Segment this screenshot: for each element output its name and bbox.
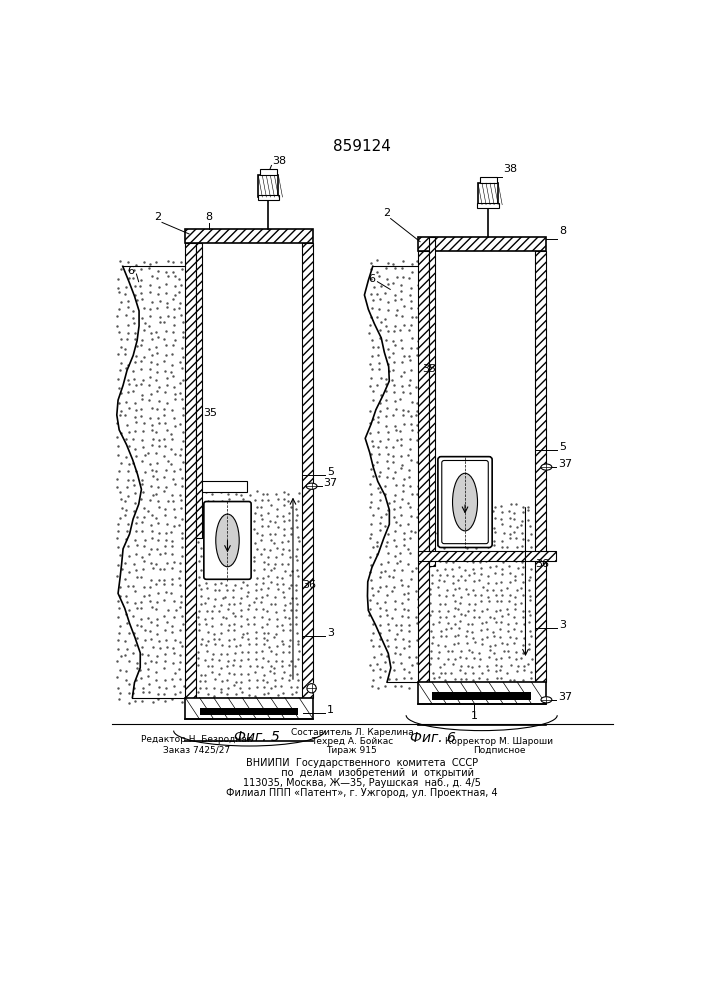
Text: 38: 38 xyxy=(272,156,286,166)
Text: Подписное: Подписное xyxy=(473,746,525,755)
Bar xyxy=(257,195,279,200)
Bar xyxy=(418,551,556,561)
Text: Редактор Н. Безродная: Редактор Н. Безродная xyxy=(141,735,252,744)
Text: по  делам  изобретений  и  открытий: по делам изобретений и открытий xyxy=(250,768,474,778)
FancyBboxPatch shape xyxy=(204,502,251,579)
Text: Тираж 915: Тираж 915 xyxy=(327,746,378,755)
Text: 37: 37 xyxy=(323,478,337,488)
Bar xyxy=(185,698,313,719)
Text: 1: 1 xyxy=(327,705,334,715)
Text: 2: 2 xyxy=(383,208,390,218)
Text: 6: 6 xyxy=(127,266,134,276)
Bar xyxy=(428,237,435,566)
Bar xyxy=(418,682,546,704)
Bar xyxy=(433,692,531,700)
Text: 859124: 859124 xyxy=(333,139,391,154)
Bar xyxy=(303,243,313,698)
Text: Корректор М. Шароши: Корректор М. Шароши xyxy=(445,737,553,746)
Bar xyxy=(200,708,298,715)
Text: 3: 3 xyxy=(327,628,334,638)
Bar xyxy=(479,177,496,183)
Bar xyxy=(428,251,534,682)
FancyBboxPatch shape xyxy=(442,460,489,544)
Text: 37: 37 xyxy=(558,459,572,469)
Text: 35: 35 xyxy=(422,364,436,374)
Bar xyxy=(196,243,303,698)
Text: ВНИИПИ  Государственного  комитета  СССР: ВНИИПИ Государственного комитета СССР xyxy=(246,758,478,768)
Bar xyxy=(534,251,546,682)
Bar xyxy=(202,481,247,492)
Text: 6: 6 xyxy=(368,274,375,284)
Text: 2: 2 xyxy=(155,212,162,222)
Ellipse shape xyxy=(306,483,317,489)
Bar xyxy=(260,169,277,175)
Bar xyxy=(478,183,498,205)
Text: Заказ 7425/27: Заказ 7425/27 xyxy=(163,745,230,754)
Bar xyxy=(418,237,546,251)
Text: 3: 3 xyxy=(559,620,566,630)
Bar xyxy=(185,229,313,243)
Text: 37: 37 xyxy=(558,692,572,702)
Text: 5: 5 xyxy=(327,467,334,477)
FancyBboxPatch shape xyxy=(438,457,492,548)
Ellipse shape xyxy=(452,473,477,531)
Text: Фиг. 5: Фиг. 5 xyxy=(234,730,280,744)
Bar xyxy=(418,251,428,682)
Circle shape xyxy=(307,684,316,693)
Ellipse shape xyxy=(541,464,552,470)
Bar xyxy=(185,243,196,698)
Text: 36: 36 xyxy=(534,559,549,569)
Ellipse shape xyxy=(216,514,239,567)
Text: 36: 36 xyxy=(303,580,316,590)
Text: 8: 8 xyxy=(559,226,567,236)
Text: 38: 38 xyxy=(503,164,518,174)
Bar xyxy=(258,175,279,197)
Text: Филиал ППП «Патент», г. Ужгород, ул. Проектная, 4: Филиал ППП «Патент», г. Ужгород, ул. Про… xyxy=(226,788,498,798)
Text: 1: 1 xyxy=(470,711,477,721)
Text: Техред А. Бойкас: Техред А. Бойкас xyxy=(311,737,393,746)
Text: 35: 35 xyxy=(203,408,217,418)
Bar xyxy=(477,203,499,208)
Text: 8: 8 xyxy=(205,212,212,222)
Bar xyxy=(196,243,202,538)
Text: 113035, Москва, Ж—35, Раушская  наб., д. 4/5: 113035, Москва, Ж—35, Раушская наб., д. … xyxy=(243,778,481,788)
Text: 5: 5 xyxy=(559,442,566,452)
Text: Составитель Л. Карелина: Составитель Л. Карелина xyxy=(291,728,414,737)
Text: Фиг. 6: Фиг. 6 xyxy=(410,731,456,745)
Ellipse shape xyxy=(541,697,552,703)
